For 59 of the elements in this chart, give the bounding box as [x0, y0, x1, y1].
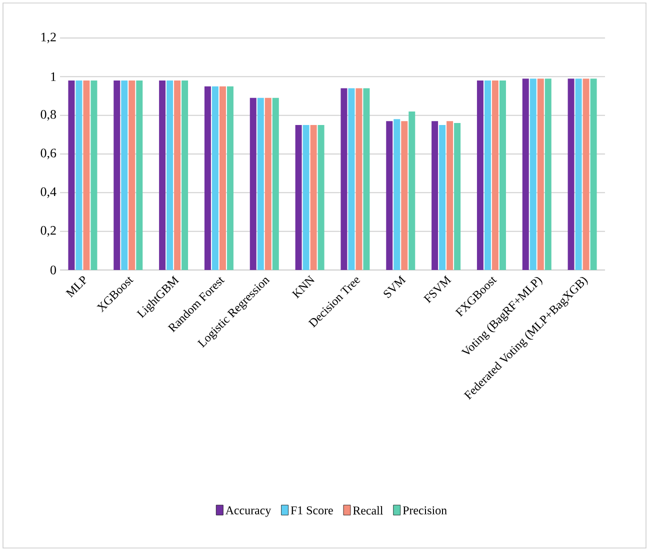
- bar: [136, 80, 143, 270]
- bar: [264, 98, 272, 270]
- y-tick-label: 0,6: [40, 148, 56, 160]
- bar: [114, 80, 120, 270]
- legend-label: Recall: [353, 506, 383, 515]
- bar: [348, 88, 355, 270]
- legend-label: F1 Score: [290, 506, 333, 514]
- y-tick-label: 1: [51, 72, 56, 81]
- bar: [302, 124, 310, 270]
- y-tick-label: 0: [50, 266, 56, 274]
- bar: [257, 98, 264, 270]
- bar: [582, 78, 590, 270]
- bar: [568, 78, 574, 270]
- y-tick-label: 1,2: [41, 32, 56, 44]
- bar: [174, 80, 181, 270]
- y-tick-label: 0,2: [40, 226, 56, 237]
- bar: [499, 80, 506, 270]
- legend-label: Precision: [402, 506, 447, 514]
- bar: [76, 80, 82, 270]
- bar: [408, 111, 416, 270]
- bar: [386, 121, 393, 270]
- bar: [454, 123, 461, 270]
- bar: [340, 88, 348, 270]
- bar: [530, 78, 536, 270]
- bar: [121, 80, 128, 270]
- bar: [394, 119, 400, 270]
- bar: [484, 80, 491, 270]
- bar: [182, 80, 188, 270]
- bar: [272, 98, 279, 270]
- bar: [401, 121, 408, 270]
- bar: [492, 80, 498, 270]
- bar: [363, 88, 370, 270]
- bar: [128, 80, 136, 270]
- bar: [68, 80, 75, 270]
- bar: [166, 80, 174, 270]
- bar: [90, 80, 98, 270]
- bar: [356, 88, 362, 270]
- bar: [432, 121, 438, 270]
- bar: [83, 80, 90, 270]
- bar: [310, 124, 317, 270]
- bar: [204, 86, 211, 270]
- bar: [219, 86, 226, 270]
- bar: [159, 80, 166, 270]
- y-tick-label: 0,8: [40, 110, 56, 121]
- bar: [250, 98, 256, 270]
- bar: [537, 78, 544, 270]
- bar: [226, 86, 234, 270]
- bar: [544, 78, 552, 270]
- bar: [590, 78, 597, 270]
- bar: [522, 78, 529, 270]
- bar: [575, 78, 582, 270]
- bar: [476, 80, 484, 270]
- bar: [212, 86, 218, 270]
- y-tick-label: 0,4: [40, 187, 56, 198]
- bar: [439, 124, 446, 270]
- legend-label: Accuracy: [225, 506, 272, 517]
- bar: [295, 124, 302, 270]
- bar: [446, 121, 454, 270]
- bar: [318, 124, 324, 270]
